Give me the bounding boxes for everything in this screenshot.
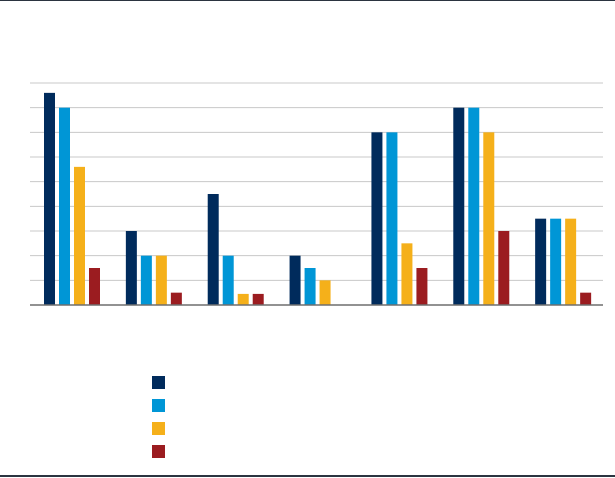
bar-cat2-series3 — [155, 255, 167, 305]
bar-cat3-series1 — [207, 194, 219, 305]
bar-cat7-series2 — [550, 218, 562, 305]
bar-cat4-series1 — [289, 255, 301, 305]
legend-swatch — [152, 422, 165, 435]
bar-cat6-series1 — [453, 107, 465, 306]
bar-cat2-series4 — [170, 292, 182, 305]
bar-cat5-series4 — [416, 268, 428, 305]
bar-cat3-series2 — [222, 255, 234, 305]
bar-cat5-series1 — [371, 132, 383, 305]
bar-cat2-series2 — [140, 255, 152, 305]
bar-cat4-series3 — [319, 280, 331, 305]
legend-item-series1 — [152, 371, 165, 394]
bar-cat7-series1 — [535, 218, 547, 305]
bar-cat3-series3 — [237, 293, 249, 305]
bar-cat2-series1 — [125, 231, 137, 305]
legend — [152, 371, 165, 463]
legend-swatch — [152, 376, 165, 389]
bar-cat6-series3 — [483, 132, 495, 305]
gridlines — [30, 82, 603, 281]
bar-cat1-series4 — [89, 268, 100, 305]
bar-cat7-series4 — [580, 292, 592, 305]
bar-cat3-series4 — [252, 293, 264, 305]
bar-cat5-series3 — [401, 243, 413, 305]
bar-cat1-series2 — [59, 107, 70, 306]
bar-cat7-series3 — [565, 218, 577, 305]
bar-cat1-series1 — [44, 92, 55, 305]
bar-cat6-series2 — [468, 107, 480, 306]
legend-swatch — [152, 445, 165, 458]
legend-swatch — [152, 399, 165, 412]
legend-item-series2 — [152, 394, 165, 417]
bars — [44, 92, 592, 306]
legend-item-series4 — [152, 440, 165, 463]
legend-item-series3 — [152, 417, 165, 440]
bar-cat1-series3 — [74, 166, 85, 305]
bar-cat6-series4 — [498, 231, 510, 305]
bar-cat5-series2 — [386, 132, 398, 305]
bar-cat4-series2 — [304, 268, 316, 305]
